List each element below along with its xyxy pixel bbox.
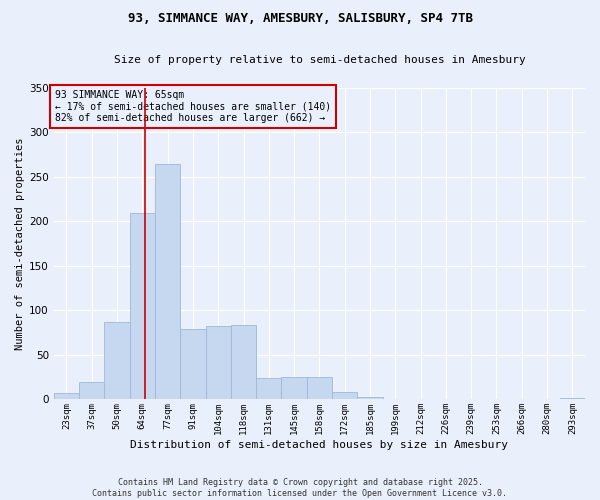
- Bar: [256, 378, 281, 400]
- Bar: [104, 322, 130, 400]
- Bar: [281, 377, 307, 400]
- Bar: [155, 164, 180, 400]
- Bar: [560, 398, 585, 400]
- Bar: [180, 329, 206, 400]
- Bar: [358, 396, 383, 400]
- Bar: [307, 377, 332, 400]
- Text: Contains HM Land Registry data © Crown copyright and database right 2025.
Contai: Contains HM Land Registry data © Crown c…: [92, 478, 508, 498]
- Y-axis label: Number of semi-detached properties: Number of semi-detached properties: [15, 138, 25, 350]
- Bar: [332, 392, 358, 400]
- Bar: [231, 324, 256, 400]
- Bar: [54, 393, 79, 400]
- X-axis label: Distribution of semi-detached houses by size in Amesbury: Distribution of semi-detached houses by …: [130, 440, 508, 450]
- Text: 93, SIMMANCE WAY, AMESBURY, SALISBURY, SP4 7TB: 93, SIMMANCE WAY, AMESBURY, SALISBURY, S…: [128, 12, 473, 26]
- Bar: [458, 398, 484, 400]
- Bar: [79, 382, 104, 400]
- Bar: [130, 212, 155, 400]
- Title: Size of property relative to semi-detached houses in Amesbury: Size of property relative to semi-detach…: [113, 55, 525, 65]
- Bar: [206, 326, 231, 400]
- Text: 93 SIMMANCE WAY: 65sqm
← 17% of semi-detached houses are smaller (140)
82% of se: 93 SIMMANCE WAY: 65sqm ← 17% of semi-det…: [55, 90, 331, 123]
